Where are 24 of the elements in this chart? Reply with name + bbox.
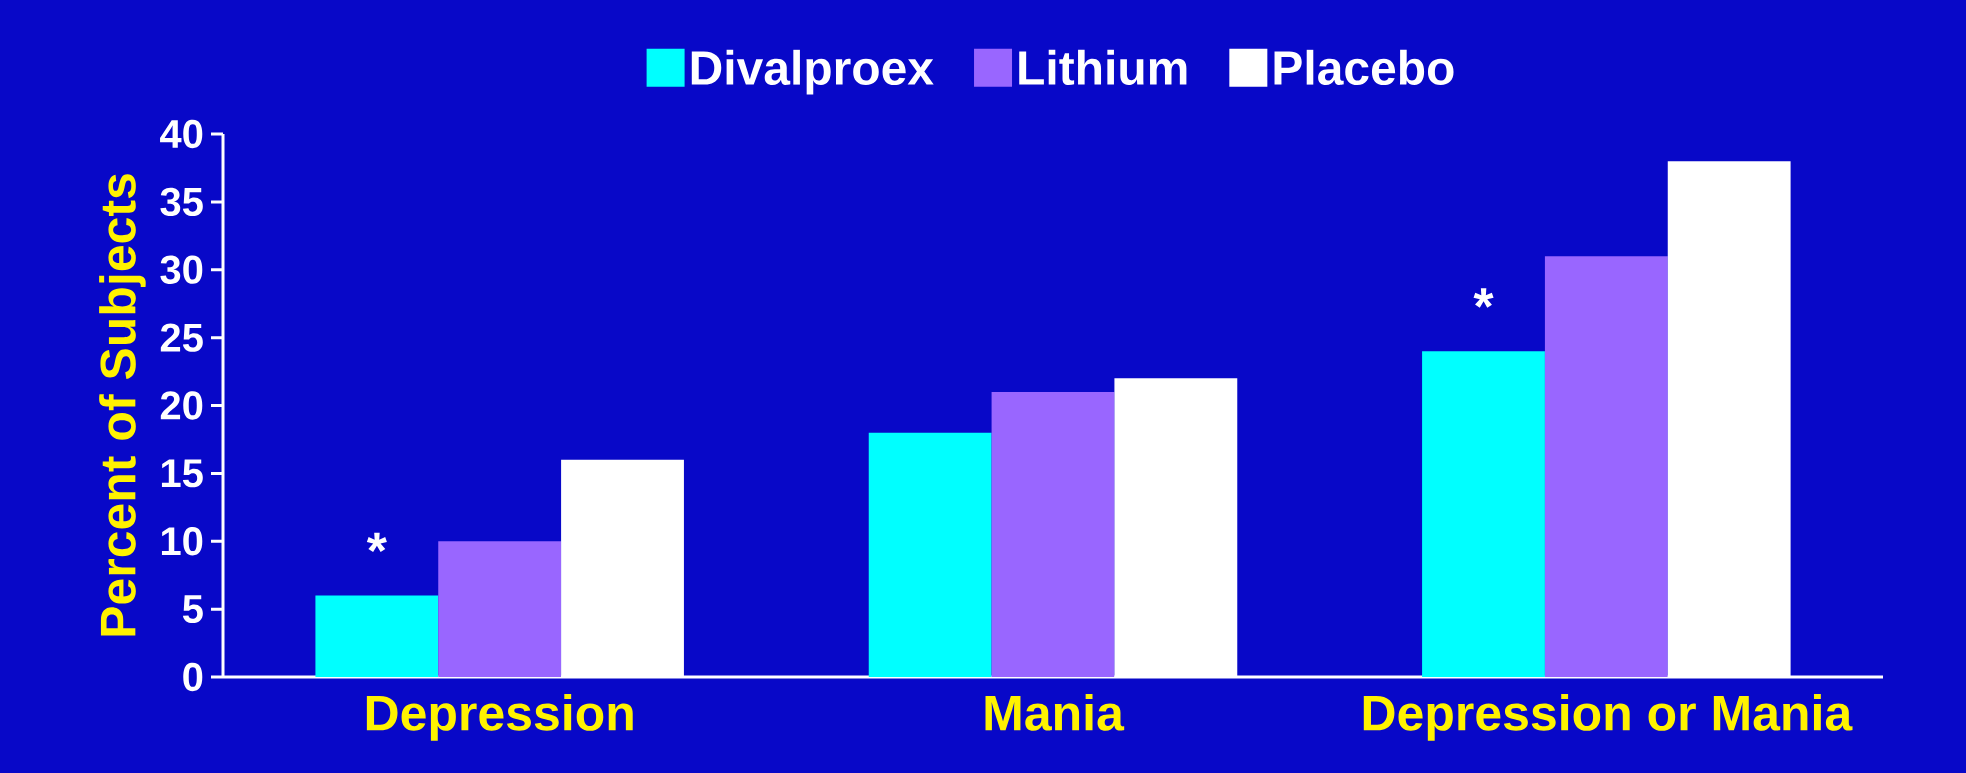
y-tick-label: 5 — [182, 595, 203, 624]
bar — [1422, 351, 1545, 677]
bar — [991, 391, 1115, 677]
bar — [868, 432, 992, 677]
y-tick-label: 15 — [161, 459, 203, 488]
legend-label: Placebo — [1274, 49, 1454, 86]
bar — [1544, 256, 1668, 677]
y-tick-label: 30 — [160, 255, 203, 284]
x-tick-label: Depression — [366, 694, 633, 741]
annotation: * — [366, 532, 387, 553]
annotation: * — [1473, 288, 1494, 308]
y-tick-label: 25 — [160, 323, 203, 352]
legend-label: Divalproex — [691, 49, 934, 95]
y-tick-label: 0 — [183, 662, 203, 692]
legend-label: Lithium — [1019, 49, 1187, 86]
x-tick-label: Depression or Mania — [1363, 694, 1853, 741]
bar — [315, 595, 439, 677]
y-axis-title: Percent of Subjects — [99, 174, 146, 636]
x-tick-label: Mania — [985, 694, 1125, 731]
y-tick-label: 40 — [160, 119, 203, 149]
y-tick-label: 35 — [160, 187, 203, 217]
y-tick-label: 20 — [160, 391, 203, 420]
y-tick-label: 10 — [161, 527, 203, 556]
bar — [438, 541, 562, 677]
